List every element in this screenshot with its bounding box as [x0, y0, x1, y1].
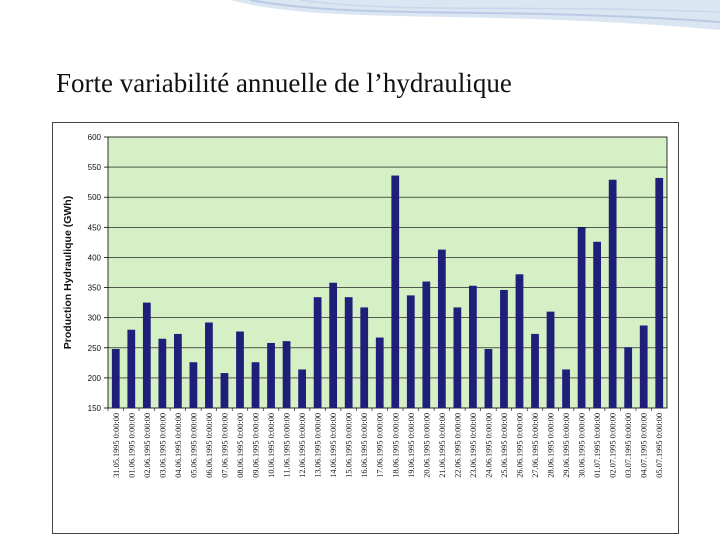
bar-chart: 150 200 250 300 350 400 450 500 550 600 Production…: [62, 133, 668, 478]
x-tick-label: 02.06.1995 0:00:00: [143, 413, 152, 478]
x-tick-label: 27.06.1995 0:00:00: [531, 413, 540, 478]
x-tick-label: 20.06.1995 0:00:00: [422, 413, 431, 478]
bar: [391, 175, 400, 408]
x-tick-label: 21.06.1995 0:00:00: [438, 413, 447, 478]
x-tick-label: 28.06.1995 0:00:00: [547, 413, 556, 478]
y-tick-label: 300: [88, 314, 102, 323]
x-tick-label: 10.06.1995 0:00:00: [267, 413, 276, 478]
y-tick-label: 450: [88, 223, 102, 232]
x-tick-label: 09.06.1995 0:00:00: [252, 413, 261, 478]
bar: [546, 311, 555, 408]
x-tick-label: 11.06.1995 0:00:00: [283, 413, 292, 477]
bar: [469, 285, 477, 408]
bar: [111, 348, 120, 408]
bar: [344, 297, 353, 408]
bar: [608, 179, 617, 408]
bar: [267, 342, 275, 408]
bar: [422, 281, 431, 408]
bar: [562, 369, 570, 408]
bar: [593, 241, 602, 408]
x-tick-label: 29.06.1995 0:00:00: [562, 413, 571, 478]
bar: [313, 297, 322, 408]
bar: [484, 348, 493, 408]
header-wave-fill: [230, 0, 720, 30]
slide-title: Forte variabilité annuelle de l’hydrauli…: [56, 68, 512, 98]
bar: [142, 302, 151, 408]
bar: [236, 331, 244, 408]
bar: [158, 338, 167, 408]
bar: [406, 295, 415, 408]
y-tick-label: 250: [88, 344, 102, 353]
x-tick-label: 25.06.1995 0:00:00: [500, 413, 509, 478]
x-tick-label: 06.06.1995 0:00:00: [205, 413, 214, 478]
bar: [127, 329, 136, 408]
y-tick-label: 550: [88, 163, 102, 172]
x-tick-label: 05.06.1995 0:00:00: [189, 413, 198, 478]
x-tick-label: 03.07.1995 0:00:00: [624, 413, 633, 478]
bar: [437, 249, 446, 408]
bar: [173, 333, 182, 408]
x-tick-label: 26.06.1995 0:00:00: [515, 413, 524, 478]
bar: [531, 333, 539, 408]
bar: [189, 362, 198, 408]
x-tick-label: 23.06.1995 0:00:00: [469, 413, 478, 478]
bar: [298, 369, 306, 408]
bar: [453, 307, 462, 408]
x-tick-label: 08.06.1995 0:00:00: [236, 413, 245, 478]
bar: [577, 227, 586, 408]
y-tick-label: 350: [88, 284, 102, 293]
x-tick-label: 18.06.1995 0:00:00: [391, 413, 400, 478]
y-tick-label: 200: [88, 374, 102, 383]
x-tick-label: 17.06.1995 0:00:00: [376, 413, 385, 478]
bar: [205, 322, 213, 408]
x-tick-label: 19.06.1995 0:00:00: [407, 413, 416, 478]
x-tick-label: 31.05.1995 0:00:00: [112, 413, 121, 478]
x-tick-label: 24.06.1995 0:00:00: [484, 413, 493, 478]
header-wave-decoration: [230, 0, 720, 30]
x-tick-label: 15.06.1995 0:00:00: [345, 413, 354, 478]
x-tick-label: 03.06.1995 0:00:00: [158, 413, 167, 478]
x-tick-label: 04.07.1995 0:00:00: [640, 413, 649, 478]
header-wave-line: [299, 0, 720, 13]
bar: [639, 325, 648, 408]
x-tick-label: 04.06.1995 0:00:00: [174, 413, 183, 478]
bar: [220, 373, 229, 408]
bar: [500, 289, 508, 408]
x-tick-label: 07.06.1995 0:00:00: [220, 413, 229, 478]
x-tick-label: 01.07.1995 0:00:00: [593, 413, 602, 478]
y-tick-label: 400: [88, 253, 102, 262]
x-tick-label: 16.06.1995 0:00:00: [360, 413, 369, 478]
y-tick-label: 150: [88, 404, 102, 413]
chart-frame: 150 200 250 300 350 400 450 500 550 600 Production…: [52, 122, 679, 534]
bar: [375, 337, 384, 408]
y-axis-label: Production Hydraulique (GWh): [62, 196, 74, 349]
x-tick-label: 14.06.1995 0:00:00: [329, 413, 338, 478]
x-tick-label: 05.07.1995 0:00:00: [655, 413, 664, 478]
bar: [329, 282, 338, 408]
bar: [282, 341, 291, 408]
bar: [251, 362, 260, 408]
bar: [655, 177, 664, 408]
x-tick-label: 22.06.1995 0:00:00: [453, 413, 462, 478]
y-tick-label: 500: [88, 193, 102, 202]
y-tick-label: 600: [88, 133, 102, 142]
x-tick-label: 30.06.1995 0:00:00: [578, 413, 587, 478]
bar: [624, 347, 633, 408]
bar: [515, 274, 524, 408]
bar: [360, 307, 369, 408]
header-wave-line: [249, 0, 720, 23]
x-tick-label: 01.06.1995 0:00:00: [127, 413, 136, 478]
plot-area: [107, 136, 668, 409]
x-tick-label: 13.06.1995 0:00:00: [314, 413, 323, 478]
x-tick-label: 12.06.1995 0:00:00: [298, 413, 307, 478]
x-tick-label: 02.07.1995 0:00:00: [609, 413, 618, 478]
